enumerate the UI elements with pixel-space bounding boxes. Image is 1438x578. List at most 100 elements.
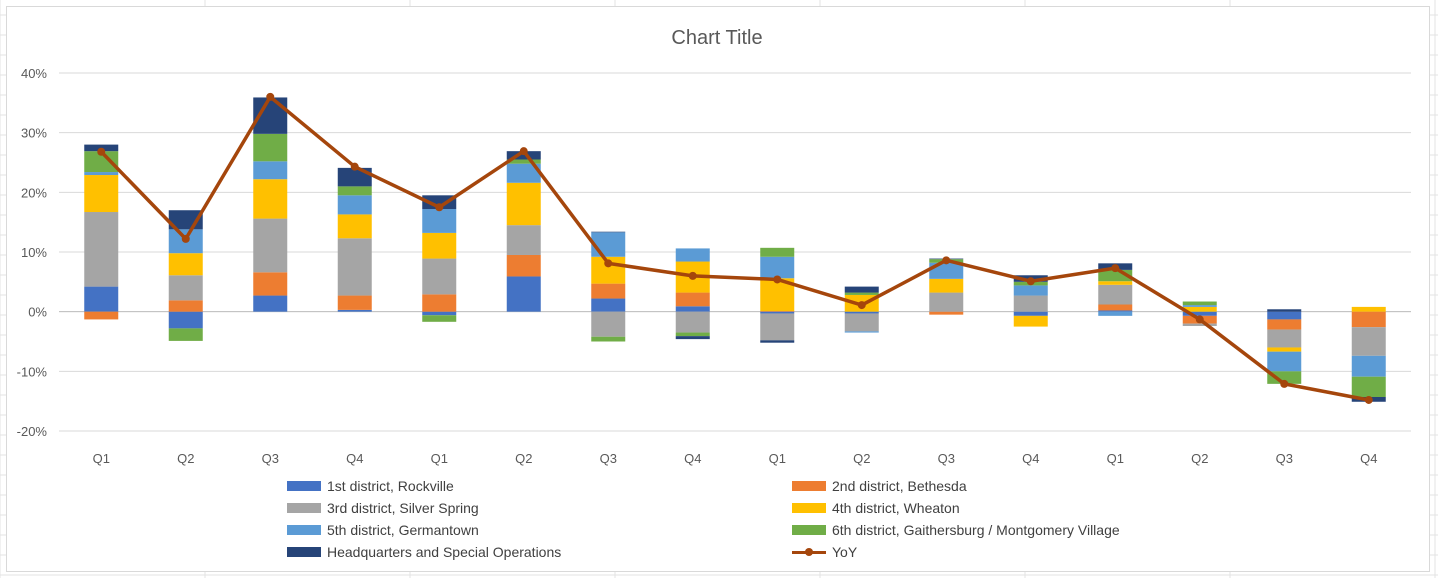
bar-segment — [253, 133, 288, 162]
bar-segment — [591, 231, 626, 233]
legend-item: 4th district, Wheaton — [792, 499, 1287, 517]
legend-swatch — [287, 503, 321, 513]
bar-segment — [422, 258, 457, 295]
x-tick-label: Q1 — [769, 451, 786, 466]
legend-label: 2nd district, Bethesda — [832, 478, 967, 494]
x-tick-label: Q4 — [1022, 451, 1039, 466]
bar-segment — [84, 286, 119, 312]
bar-segment — [253, 161, 288, 180]
y-tick-label: -10% — [17, 364, 48, 379]
bar-segment — [1351, 327, 1386, 356]
bar-segment — [84, 151, 119, 173]
x-tick-label: Q2 — [1191, 451, 1208, 466]
yoy-point — [942, 256, 951, 265]
bar-segment — [422, 294, 457, 312]
yoy-point — [857, 301, 866, 310]
bar-segment — [760, 311, 795, 314]
bar-segment — [1182, 311, 1217, 316]
bar-segment — [1182, 323, 1217, 326]
x-tick-label: Q3 — [938, 451, 955, 466]
x-tick-label: Q2 — [853, 451, 870, 466]
bar-segment — [675, 306, 710, 312]
x-tick-label: Q4 — [346, 451, 363, 466]
bar-segment — [844, 313, 879, 332]
yoy-point — [604, 259, 613, 268]
bar-segment — [591, 311, 626, 337]
bar-segment — [506, 163, 541, 183]
bar-segment — [1351, 355, 1386, 377]
bar-segment — [1267, 309, 1302, 312]
bar-segment — [1182, 305, 1217, 307]
legend-label: 4th district, Wheaton — [832, 500, 960, 516]
y-tick-label: 20% — [21, 185, 47, 200]
legend-swatch — [287, 525, 321, 535]
bar-segment — [1267, 371, 1302, 384]
bar-segment — [337, 295, 372, 310]
bar-segment — [337, 195, 372, 215]
bar-segment — [253, 272, 288, 296]
bar-series — [84, 97, 1386, 402]
bar-segment — [1267, 319, 1302, 330]
bar-segment — [168, 253, 203, 276]
legend-label: YoY — [832, 544, 858, 560]
chart-area[interactable]: Chart Title 40% 30% 20% 10% 0% -10% -20% Q1 Q2 Q3… — [6, 6, 1430, 572]
bar-segment — [1267, 329, 1302, 348]
legend-label: 3rd district, Silver Spring — [327, 500, 479, 516]
legend-swatch — [792, 525, 826, 535]
yoy-point — [1111, 264, 1120, 273]
x-tick-label: Q1 — [1107, 451, 1124, 466]
bar-segment — [422, 315, 457, 322]
bar-segment — [168, 311, 203, 329]
legend-item: 6th district, Gaithersburg / Montgomery … — [792, 521, 1287, 539]
legend-swatch — [287, 481, 321, 491]
axis-ticks: 40% 30% 20% 10% 0% -10% -20% Q1 Q2 Q3 Q4 Q1 Q2 Q3 Q4 Q1… — [17, 66, 1378, 466]
bar-segment — [844, 311, 879, 314]
y-tick-label: -20% — [17, 424, 48, 439]
bar-segment — [1013, 295, 1048, 312]
yoy-line-path — [99, 95, 1370, 402]
chart-title: Chart Title — [671, 27, 762, 49]
bar-segment — [168, 275, 203, 301]
bar-segment — [506, 254, 541, 277]
bar-segment — [929, 278, 964, 293]
bar-segment — [760, 256, 795, 279]
x-tick-label: Q1 — [431, 451, 448, 466]
yoy-point — [97, 147, 106, 156]
bar-segment — [337, 214, 372, 239]
bar-segment — [84, 172, 119, 176]
bar-segment — [253, 295, 288, 312]
yoy-line — [97, 92, 1373, 404]
bar-segment — [591, 336, 626, 342]
bar-segment — [1098, 284, 1133, 305]
y-tick-label: 30% — [21, 126, 47, 141]
x-tick-label: Q4 — [1360, 451, 1377, 466]
bar-segment — [422, 232, 457, 259]
bar-segment — [929, 311, 964, 315]
bar-segment — [844, 331, 879, 333]
bar-segment — [168, 328, 203, 341]
bar-segment — [760, 311, 795, 312]
bar-segment — [84, 212, 119, 287]
bar-segment — [760, 313, 795, 341]
chart-plot: Chart Title 40% 30% 20% 10% 0% -10% -20% Q1 Q2 Q3… — [17, 27, 1411, 466]
bar-segment — [1267, 351, 1302, 372]
bar-segment — [422, 195, 457, 210]
bar-segment — [675, 248, 710, 262]
bar-segment — [1182, 301, 1217, 306]
bar-segment — [1351, 306, 1386, 312]
x-tick-label: Q3 — [262, 451, 279, 466]
yoy-point — [1195, 315, 1204, 324]
bar-segment — [168, 300, 203, 312]
bar-segment — [1013, 315, 1048, 327]
bar-segment — [506, 159, 541, 164]
bar-segment — [1098, 304, 1133, 311]
bar-segment — [675, 311, 710, 333]
legend-label: 6th district, Gaithersburg / Montgomery … — [832, 522, 1120, 538]
bar-segment — [1098, 311, 1133, 316]
yoy-point — [773, 275, 782, 284]
y-tick-label: 10% — [21, 245, 47, 260]
yoy-point — [688, 271, 697, 280]
bar-segment — [760, 247, 795, 257]
legend: 1st district, Rockville 2nd district, Bet… — [287, 477, 1287, 561]
legend-item: 5th district, Germantown — [287, 521, 792, 539]
